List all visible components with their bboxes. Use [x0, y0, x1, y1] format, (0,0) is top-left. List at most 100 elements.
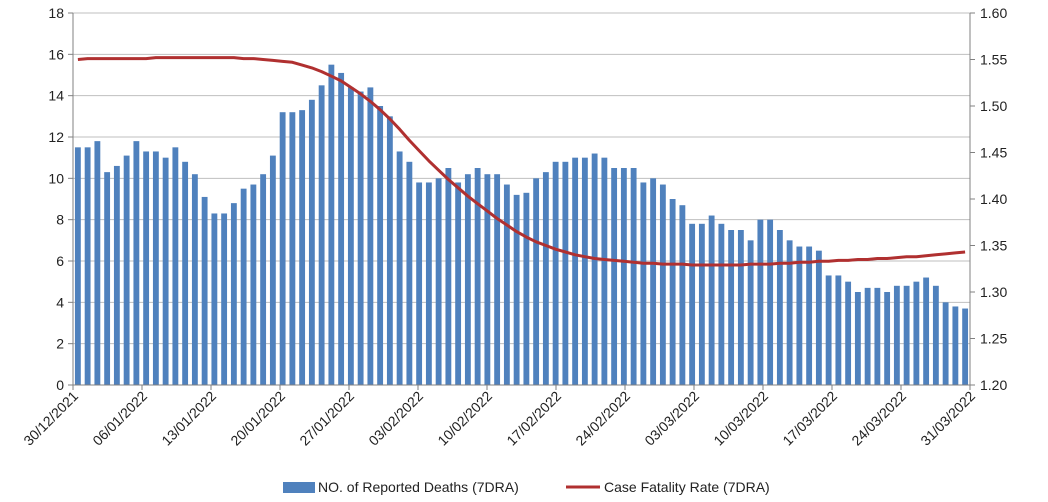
bar [835, 275, 842, 385]
bar [425, 182, 432, 385]
cfr-line [77, 56, 966, 267]
bar [445, 168, 452, 385]
bar [552, 161, 559, 385]
x-tick-label: 10/02/2022 [434, 388, 495, 449]
bar [143, 151, 150, 385]
bar [640, 182, 647, 385]
bar [503, 184, 510, 385]
bar [347, 87, 354, 386]
bar [718, 223, 725, 385]
bar [367, 87, 374, 386]
bar [874, 287, 881, 385]
bar [289, 112, 296, 385]
bar [864, 287, 871, 385]
x-tick-label: 10/03/2022 [710, 388, 771, 449]
bar [464, 174, 471, 385]
bar [747, 240, 754, 385]
right-y-tick-label: 1.45 [980, 145, 1007, 161]
bar [513, 194, 520, 385]
bar [113, 165, 120, 385]
bar [825, 275, 832, 385]
bar [484, 174, 491, 385]
left-y-tick-label: 18 [48, 5, 64, 21]
x-tick-label: 24/02/2022 [572, 388, 633, 449]
bar [123, 155, 130, 385]
bar [728, 230, 735, 385]
legend-label-cfr: Case Fatality Rate (7DRA) [604, 479, 770, 495]
bar [211, 213, 218, 385]
bar [162, 157, 169, 385]
bar [435, 178, 442, 385]
bar [854, 292, 861, 385]
bar [94, 141, 101, 385]
right-y-tick-label: 1.20 [980, 377, 1007, 393]
bar [260, 174, 267, 385]
bar [611, 168, 618, 385]
right-y-axis: 1.20 1.25 1.30 1.35 1.40 1.45 1.50 1.55 1.60 [970, 5, 1007, 393]
bar [74, 147, 81, 385]
legend-label-deaths: NO. of Reported Deaths (7DRA) [318, 479, 519, 495]
legend: NO. of Reported Deaths (7DRA) Case Fatal… [283, 479, 770, 495]
right-y-tick-label: 1.30 [980, 284, 1007, 300]
bar [338, 72, 345, 385]
bar [796, 246, 803, 385]
left-y-tick-label: 14 [48, 88, 64, 104]
bar [318, 85, 325, 385]
x-tick-label: 17/02/2022 [503, 388, 564, 449]
left-y-tick-label: 4 [56, 294, 64, 310]
x-tick-label: 27/01/2022 [296, 388, 357, 449]
bar-series [74, 64, 969, 386]
bar [737, 230, 744, 385]
bar [396, 151, 403, 385]
x-axis-ticks: 30/12/2021 06/01/2022 13/01/2022 20/01/2022… [20, 385, 978, 449]
bar [669, 199, 676, 385]
bar [474, 168, 481, 385]
bar [698, 223, 705, 385]
bar [386, 116, 393, 385]
x-tick-label: 13/01/2022 [158, 388, 219, 449]
left-y-axis: 0 2 4 6 8 10 12 14 16 18 [48, 5, 73, 393]
bar [230, 203, 237, 385]
right-y-tick-label: 1.40 [980, 191, 1007, 207]
x-tick-label: 20/01/2022 [227, 388, 288, 449]
left-y-tick-label: 6 [56, 253, 64, 269]
bar [455, 182, 462, 385]
bar [708, 215, 715, 385]
bar [250, 184, 257, 385]
bar [172, 147, 179, 385]
bar [533, 178, 540, 385]
bar [133, 141, 140, 385]
bar [630, 168, 637, 385]
bar [620, 168, 627, 385]
right-y-tick-label: 1.55 [980, 52, 1007, 68]
bar [689, 223, 696, 385]
bar [845, 281, 852, 385]
left-y-tick-label: 12 [48, 129, 64, 145]
bar [572, 157, 579, 385]
bar [104, 172, 111, 385]
bar [893, 285, 900, 385]
bar [786, 240, 793, 385]
bar [494, 174, 501, 385]
x-tick-label: 30/12/2021 [20, 388, 81, 449]
bar [650, 178, 657, 385]
bar [357, 91, 364, 386]
bar [542, 172, 549, 385]
x-tick-label: 03/02/2022 [365, 388, 426, 449]
right-y-tick-label: 1.25 [980, 331, 1007, 347]
right-y-tick-label: 1.50 [980, 98, 1007, 114]
bar [903, 285, 910, 385]
bar [562, 161, 569, 385]
bar [776, 230, 783, 385]
bar [942, 302, 949, 385]
bar [767, 219, 774, 385]
bar [182, 161, 189, 385]
legend-swatch-deaths [283, 482, 315, 493]
x-tick-label: 03/03/2022 [641, 388, 702, 449]
bar [221, 213, 228, 385]
bar [581, 157, 588, 385]
bar [406, 161, 413, 385]
bar [757, 219, 764, 385]
bar [806, 246, 813, 385]
